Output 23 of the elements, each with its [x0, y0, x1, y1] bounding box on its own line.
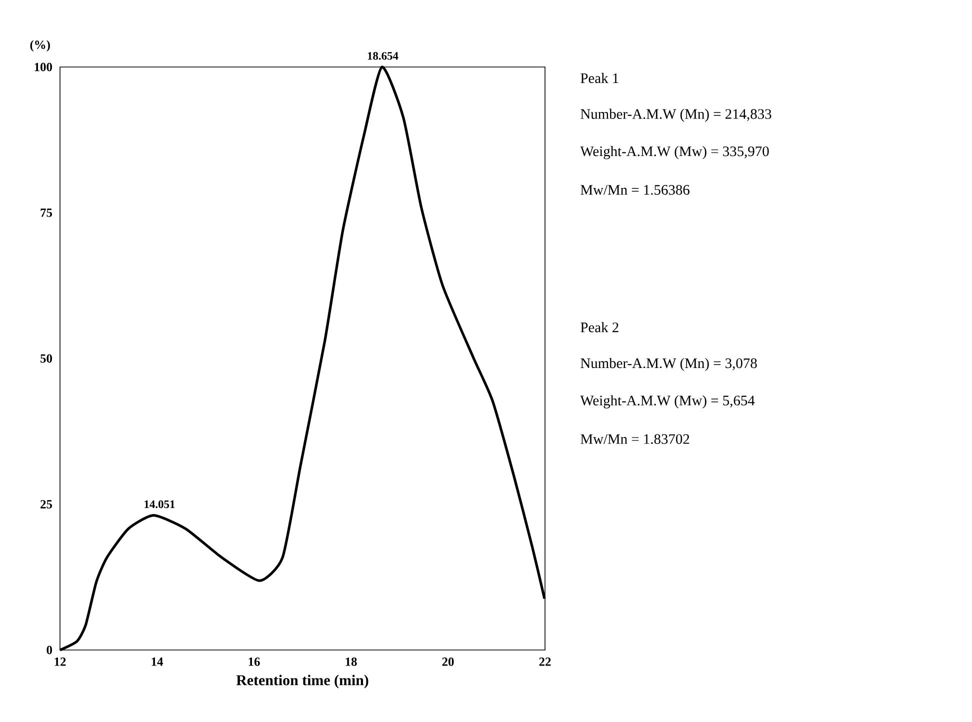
text: Mw/Mn = 1.56386	[580, 184, 690, 195]
text: Weight-A.M.W (Mw) = 335,970	[580, 146, 769, 160]
y-tick-label: 50	[40, 354, 52, 363]
x-tick-label: 22	[539, 658, 551, 666]
x-tick-label: 20	[442, 658, 454, 666]
annotation: 14.051	[144, 500, 175, 508]
text: Number-A.M.W (Mn) = 214,833	[580, 108, 772, 122]
x-tick-label: 12	[54, 658, 66, 666]
y-tick-label: 25	[40, 500, 52, 508]
y-tick-label: 0	[46, 646, 52, 654]
text: Weight-A.M.W (Mw) = 5,654	[580, 395, 755, 408]
annotation: 18.654	[368, 52, 398, 60]
y-tick-label: 100	[34, 62, 52, 72]
x-axis-title: Retention time (min)	[236, 674, 368, 688]
y-tick-label: 75	[40, 208, 52, 217]
y-axis-title: (%)	[30, 40, 50, 52]
x-tick-label: 16	[248, 658, 260, 666]
text: Peak 2	[580, 322, 618, 332]
x-tick-label: 18	[346, 658, 357, 666]
x-tick-label: 14	[152, 658, 163, 666]
text: Peak 1	[580, 72, 618, 84]
text: Number-A.M.W (Mn) = 3,078	[580, 358, 757, 372]
text: Mw/Mn = 1.83702	[580, 434, 690, 444]
